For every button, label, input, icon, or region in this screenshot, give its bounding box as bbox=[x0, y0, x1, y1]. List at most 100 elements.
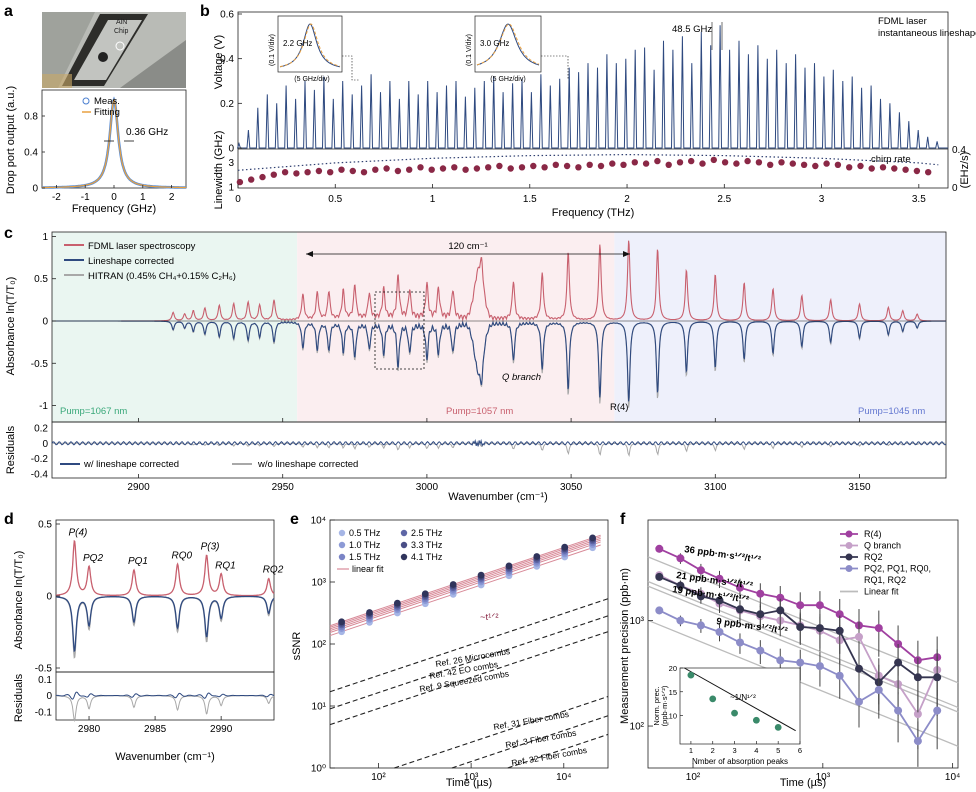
b-xtick-label: 0.5 bbox=[328, 194, 342, 205]
panel-a-plot bbox=[42, 96, 186, 189]
peak-label: RQ0 bbox=[172, 550, 193, 561]
spacing-label: 48.5 GHz bbox=[672, 24, 712, 35]
panel-c-spectra bbox=[52, 240, 946, 408]
f-xtick-label: 10⁴ bbox=[945, 772, 960, 783]
panel-e-ylabel: sSNR bbox=[291, 632, 303, 661]
panel-b-ticks: 0 0.5 1 1.5 2 2.5 3 3.5 0 0.2 0.4 0.6 1 3 bbox=[220, 10, 926, 206]
linewidth-point bbox=[541, 164, 548, 171]
pump-region bbox=[614, 232, 946, 422]
f-fit-line bbox=[647, 556, 959, 684]
linewidth-point bbox=[767, 161, 774, 168]
panel-label-f: f bbox=[620, 511, 626, 528]
inset-ylabel-2: (ppb·m·s¹ᐟ²) bbox=[660, 685, 669, 726]
f-point bbox=[894, 706, 903, 715]
d-ytick-label-resid: 0 bbox=[46, 691, 52, 702]
panel-e-legend: 0.5 THz 1.0 THz 1.5 THz 2.5 THz 3.3 THz 4.1 T… bbox=[337, 528, 443, 574]
linewidth-point bbox=[248, 176, 255, 183]
c-ytick-label: 0 bbox=[42, 317, 48, 328]
e-ref-label: Ref. 3 Fiber combs bbox=[505, 728, 577, 750]
e-legend-marker bbox=[400, 529, 408, 537]
span-label: 120 cm⁻¹ bbox=[448, 241, 487, 252]
panel-f-ticks: 10² 10³ 10⁴ 10² 10³ bbox=[630, 616, 961, 783]
e-legend-marker bbox=[338, 541, 346, 549]
panel-d-xlabel: Wavenumber (cm⁻¹) bbox=[115, 751, 215, 763]
f-fit-line bbox=[647, 580, 959, 709]
f-ytick-label: 10² bbox=[630, 722, 645, 733]
panel-label-d: d bbox=[4, 511, 14, 528]
e-legend-label: 1.0 THz bbox=[349, 540, 381, 550]
f-point bbox=[796, 658, 805, 667]
zoom-box bbox=[374, 291, 425, 370]
f-xtick-label: 10² bbox=[686, 772, 701, 783]
f-point bbox=[796, 601, 805, 610]
f-point bbox=[776, 593, 785, 602]
linewidth-point bbox=[597, 162, 605, 170]
inset1-fwhm: 2.2 GHz bbox=[283, 39, 312, 48]
legend-text-resid-corrected: w/ lineshape corrected bbox=[83, 459, 179, 470]
inset-point bbox=[752, 716, 760, 724]
linewidth-point bbox=[327, 169, 334, 176]
d-ytick-label-resid: -0.1 bbox=[35, 707, 53, 718]
linewidth-point bbox=[518, 164, 526, 171]
e-ytick-label: 10⁰ bbox=[311, 764, 326, 775]
e-ref-line bbox=[329, 598, 609, 693]
inset2-fwhm: 3.0 GHz bbox=[480, 39, 509, 48]
inset2-fit bbox=[476, 23, 540, 66]
linewidth-point bbox=[406, 166, 413, 173]
c-xtick-label: 2950 bbox=[272, 482, 295, 493]
panel-f-frame bbox=[647, 519, 959, 769]
panel-a-ticks: -2 -1 0 1 2 0 0.4 0.8 bbox=[24, 112, 175, 204]
resid-corrected bbox=[51, 438, 947, 447]
f-point bbox=[676, 581, 685, 590]
d-xtick-label: 2980 bbox=[78, 724, 101, 735]
inset-xlabel: Nmber of absorption peaks bbox=[692, 757, 788, 766]
inset-trend-label: ~1/N¹ᐟ² bbox=[730, 693, 756, 702]
f-legend-label: R(4) bbox=[864, 529, 882, 539]
linewidth-point bbox=[372, 166, 379, 173]
inset-ylabel-1: Norm. prec. bbox=[652, 686, 661, 725]
linewidth-point bbox=[451, 164, 458, 171]
e-ytick-label: 10¹ bbox=[312, 702, 327, 713]
c-xtick-label: 3000 bbox=[416, 482, 439, 493]
e-ref-line bbox=[394, 695, 609, 769]
panel-f-xlabel: Time (µs) bbox=[780, 777, 826, 789]
linewidth-point bbox=[902, 166, 909, 173]
f-point bbox=[835, 671, 844, 680]
panel-c-residuals bbox=[51, 438, 947, 458]
panel-c-ticks: 2900 2950 3000 3050 3100 3150 1 0.5 0 -0.5 -1 0.2 0 -… bbox=[31, 232, 871, 493]
legend-text-fdml: FDML laser spectroscopy bbox=[88, 241, 196, 252]
linewidth-point bbox=[913, 167, 921, 175]
linewidth-point bbox=[236, 178, 244, 186]
panel-e-ticks: 10² 10³ 10⁴ 10⁰ 10¹ 10² 10³ 10⁴ bbox=[311, 516, 572, 784]
panel-label-c: c bbox=[4, 225, 13, 242]
c-ytick-label: 1 bbox=[42, 232, 48, 243]
d-ytick-label-resid: 0.1 bbox=[38, 675, 52, 686]
f-point bbox=[736, 605, 744, 614]
f-legend-marker bbox=[845, 565, 853, 572]
linewidth-point bbox=[304, 169, 311, 176]
inset-ytick-label: 10 bbox=[669, 712, 677, 721]
e-xtick-label: 10⁴ bbox=[556, 772, 571, 783]
f-legend-label: RQ1, RQ2 bbox=[864, 575, 906, 585]
f-point bbox=[676, 616, 685, 625]
e-legend-label: 4.1 THz bbox=[411, 552, 443, 562]
f-point bbox=[655, 544, 664, 553]
a-xtick-label: -2 bbox=[52, 192, 61, 203]
panel-c-ylabel: Absorbance ln(T/T₀) bbox=[5, 277, 17, 376]
panel-c-ylabel-resid: Residuals bbox=[5, 425, 17, 474]
f-point bbox=[715, 574, 724, 583]
f-point bbox=[776, 606, 785, 615]
panel-a-fwhm-label: 0.36 GHz bbox=[126, 127, 168, 138]
linewidth-point bbox=[530, 162, 537, 170]
f-point bbox=[874, 624, 883, 633]
f-point bbox=[715, 596, 724, 605]
linewidth-point bbox=[823, 160, 830, 167]
linewidth-point bbox=[868, 165, 875, 172]
e-legend-marker bbox=[400, 553, 408, 561]
f-point bbox=[913, 710, 922, 718]
inset-fit-line bbox=[684, 667, 796, 732]
linewidth-point bbox=[439, 165, 447, 172]
panel-b-title-1: FDML laser bbox=[878, 16, 927, 27]
